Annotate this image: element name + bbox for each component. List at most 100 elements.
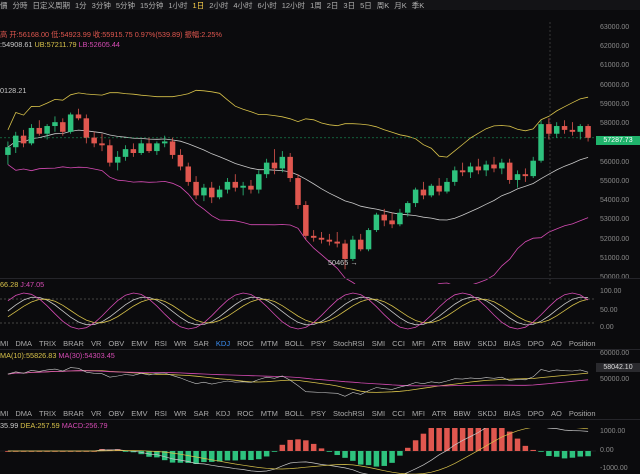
indicator-tab-emv[interactable]: EMV bbox=[131, 409, 148, 418]
indicator-tab-position[interactable]: Position bbox=[568, 339, 596, 348]
indicator-tab-emv[interactable]: EMV bbox=[131, 339, 148, 348]
indicator-tab-bias[interactable]: BIAS bbox=[503, 409, 521, 418]
indicator-tab-boll[interactable]: BOLL bbox=[284, 409, 305, 418]
indicator-tab-skdj[interactable]: SKDJ bbox=[477, 339, 497, 348]
timeframe-item[interactable]: 月K bbox=[394, 0, 407, 10]
timeframe-item[interactable]: 15分钟 bbox=[140, 0, 164, 10]
indicator-tab-smi[interactable]: SMI bbox=[371, 339, 386, 348]
indicator-tab-mi[interactable]: MI bbox=[0, 339, 9, 348]
macd-chart[interactable] bbox=[0, 428, 600, 474]
indicator-tab-boll[interactable]: BOLL bbox=[284, 339, 305, 348]
timeframe-item[interactable]: 5分钟 bbox=[115, 0, 136, 10]
kdj-chart[interactable] bbox=[0, 288, 600, 334]
candle-body bbox=[318, 237, 325, 240]
indicator-tab-ao[interactable]: AO bbox=[551, 409, 562, 418]
candlestick-chart[interactable] bbox=[0, 22, 600, 284]
indicator-tab-wr[interactable]: WR bbox=[174, 409, 187, 418]
indicator-tab-sar[interactable]: SAR bbox=[193, 339, 209, 348]
macd-histogram-bar bbox=[271, 451, 278, 452]
indicator-tab-bbw[interactable]: BBW bbox=[453, 339, 471, 348]
kdj-k-value: 66.28 bbox=[0, 280, 19, 289]
indicator-tab-psy[interactable]: PSY bbox=[311, 339, 327, 348]
candle-body bbox=[334, 241, 340, 244]
indicator-tab-brar[interactable]: BRAR bbox=[63, 339, 84, 348]
indicator-tab-mi[interactable]: MI bbox=[0, 409, 9, 418]
macd-histogram-bar bbox=[232, 451, 239, 461]
indicator-tab-psy[interactable]: PSY bbox=[311, 409, 327, 418]
indicator-tab-bbw[interactable]: BBW bbox=[453, 409, 471, 418]
divider bbox=[0, 278, 640, 279]
timeframe-item[interactable]: 分時 bbox=[12, 0, 28, 10]
timeframe-item[interactable]: 3日 bbox=[343, 0, 356, 10]
indicator-tab-cci[interactable]: CCI bbox=[392, 339, 405, 348]
timeframe-item[interactable]: 1日 bbox=[192, 0, 205, 10]
macd-histogram-bar bbox=[318, 448, 325, 451]
indicator-tab-mfi[interactable]: MFI bbox=[412, 409, 425, 418]
macd-histogram-bar bbox=[444, 428, 450, 451]
timeframe-item[interactable]: 周K bbox=[376, 0, 390, 10]
price-axis-tick: 61000.00 bbox=[600, 62, 630, 70]
ma30-line bbox=[7, 370, 589, 387]
indicator-tab-kdj[interactable]: KDJ bbox=[215, 339, 231, 348]
indicator-tab-mtm[interactable]: MTM bbox=[260, 409, 278, 418]
candle-body bbox=[177, 154, 184, 167]
indicator-tab-smi[interactable]: SMI bbox=[371, 409, 386, 418]
macd-histogram-bar bbox=[122, 451, 129, 452]
indicator-tab-wr[interactable]: WR bbox=[174, 339, 187, 348]
high-marker: 0128.21 bbox=[0, 86, 26, 95]
indicator-tab-atr[interactable]: ATR bbox=[431, 339, 447, 348]
timeframe-item[interactable]: 3分钟 bbox=[91, 0, 111, 10]
candle-body bbox=[420, 189, 427, 196]
indicator-tab-vr[interactable]: VR bbox=[90, 409, 102, 418]
macd-histogram-bar bbox=[412, 440, 419, 451]
indicator-tab-kdj[interactable]: KDJ bbox=[215, 409, 231, 418]
ma-axis-tick: 50000.00 bbox=[600, 376, 630, 383]
indicator-tab-bias[interactable]: BIAS bbox=[503, 339, 521, 348]
indicator-tab-dma[interactable]: DMA bbox=[15, 409, 33, 418]
timeframe-item[interactable]: 季K bbox=[411, 0, 425, 10]
timeframe-item[interactable]: 日定义周期 bbox=[32, 0, 71, 10]
timeframe-item[interactable]: 1小时 bbox=[168, 0, 188, 10]
indicator-tab-cci[interactable]: CCI bbox=[392, 409, 405, 418]
indicator-tab-position[interactable]: Position bbox=[568, 409, 596, 418]
indicator-tab-trix[interactable]: TRIX bbox=[39, 339, 57, 348]
timeframe-item[interactable]: 1周 bbox=[310, 0, 322, 10]
timeframe-item[interactable]: 6小时 bbox=[257, 0, 277, 10]
candle-body bbox=[224, 181, 231, 190]
indicator-tab-rsi[interactable]: RSI bbox=[154, 339, 167, 348]
indicator-tab-obv[interactable]: OBV bbox=[108, 339, 125, 348]
boll-upper-line bbox=[7, 89, 589, 158]
candle-body bbox=[146, 143, 152, 152]
candle-body bbox=[397, 212, 403, 225]
indicator-tab-rsi[interactable]: RSI bbox=[154, 409, 167, 418]
indicator-tab-stochrsi[interactable]: StochRSI bbox=[333, 409, 365, 418]
indicator-tab-stochrsi[interactable]: StochRSI bbox=[333, 339, 365, 348]
timeframe-item[interactable]: 4小时 bbox=[233, 0, 253, 10]
timeframe-item[interactable]: 2小时 bbox=[209, 0, 229, 10]
macd-histogram-bar bbox=[561, 451, 568, 459]
timeframe-item[interactable]: 5日 bbox=[360, 0, 372, 10]
indicator-tab-mfi[interactable]: MFI bbox=[412, 339, 425, 348]
indicator-tab-dpo[interactable]: DPO bbox=[527, 339, 544, 348]
indicator-tab-trix[interactable]: TRIX bbox=[39, 409, 57, 418]
indicator-tab-dma[interactable]: DMA bbox=[15, 339, 33, 348]
indicator-tab-dpo[interactable]: DPO bbox=[527, 409, 544, 418]
indicator-tab-roc[interactable]: ROC bbox=[237, 409, 254, 418]
indicator-tab-vr[interactable]: VR bbox=[90, 339, 102, 348]
price-axis-tick: 59000.00 bbox=[600, 100, 630, 108]
indicator-tab-obv[interactable]: OBV bbox=[108, 409, 125, 418]
indicator-tab-brar[interactable]: BRAR bbox=[63, 409, 84, 418]
indicator-tab-sar[interactable]: SAR bbox=[193, 409, 209, 418]
indicator-tab-skdj[interactable]: SKDJ bbox=[477, 409, 497, 418]
timeframe-item[interactable]: 2日 bbox=[326, 0, 339, 10]
timeframe-item[interactable]: 1分 bbox=[75, 0, 87, 10]
indicator-tab-roc[interactable]: ROC bbox=[237, 339, 254, 348]
ma-chart[interactable] bbox=[0, 358, 600, 404]
indicator-tab-ao[interactable]: AO bbox=[551, 339, 562, 348]
indicator-tab-atr[interactable]: ATR bbox=[431, 409, 447, 418]
indicator-tab-mtm[interactable]: MTM bbox=[260, 339, 278, 348]
timeframe-item[interactable]: 價 bbox=[0, 0, 8, 10]
macd-histogram-bar bbox=[161, 451, 168, 461]
timeframe-item[interactable]: 12小时 bbox=[281, 0, 306, 10]
macd-histogram-bar bbox=[28, 451, 35, 452]
